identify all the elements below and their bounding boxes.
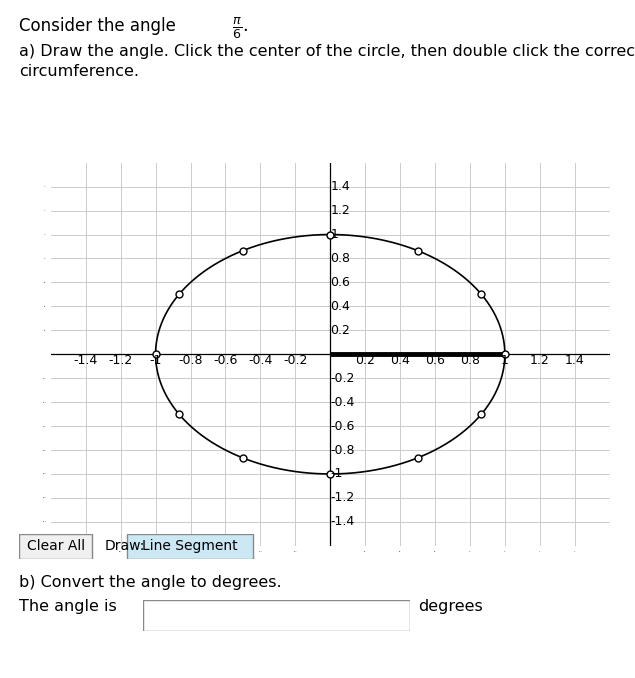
Text: 0.2: 0.2 — [355, 354, 375, 367]
Text: -0.6: -0.6 — [330, 420, 354, 433]
Text: 1: 1 — [501, 354, 509, 367]
Text: 0.2: 0.2 — [330, 324, 350, 337]
Text: -1.2: -1.2 — [330, 492, 354, 504]
Text: -0.8: -0.8 — [178, 354, 203, 367]
Text: Consider the angle: Consider the angle — [19, 17, 176, 35]
Text: -0.6: -0.6 — [213, 354, 237, 367]
Text: 0.8: 0.8 — [330, 252, 350, 265]
Text: 0.4: 0.4 — [330, 300, 350, 313]
Text: 1: 1 — [330, 228, 338, 241]
Text: -0.4: -0.4 — [330, 396, 354, 409]
Text: Clear All: Clear All — [27, 540, 85, 553]
Text: circumference.: circumference. — [19, 64, 139, 79]
Text: Draw:: Draw: — [105, 540, 145, 553]
Text: 0.4: 0.4 — [390, 354, 410, 367]
FancyBboxPatch shape — [19, 534, 93, 559]
Text: degrees: degrees — [418, 599, 483, 614]
Text: -1.2: -1.2 — [109, 354, 133, 367]
Text: -1.4: -1.4 — [74, 354, 98, 367]
Text: -0.2: -0.2 — [330, 372, 354, 384]
Text: Line Segment: Line Segment — [142, 540, 238, 553]
Text: a) Draw the angle. Click the center of the circle, then double click the correct: a) Draw the angle. Click the center of t… — [19, 44, 635, 59]
Text: 1.2: 1.2 — [530, 354, 550, 367]
Text: 1.2: 1.2 — [330, 204, 350, 217]
Text: 0.8: 0.8 — [460, 354, 480, 367]
Text: b) Convert the angle to degrees.: b) Convert the angle to degrees. — [19, 575, 282, 590]
Text: 0.6: 0.6 — [330, 276, 350, 289]
Text: -1.4: -1.4 — [330, 515, 354, 528]
Text: The angle is: The angle is — [19, 599, 117, 614]
Text: $\frac{\pi}{6}$.: $\frac{\pi}{6}$. — [232, 15, 248, 41]
Text: -1: -1 — [330, 467, 342, 481]
FancyBboxPatch shape — [143, 600, 410, 631]
Text: -0.8: -0.8 — [330, 443, 355, 456]
FancyBboxPatch shape — [127, 534, 253, 559]
Text: 0.6: 0.6 — [425, 354, 445, 367]
Text: -0.2: -0.2 — [283, 354, 307, 367]
Text: 1.4: 1.4 — [330, 180, 350, 193]
Text: -1: -1 — [149, 354, 162, 367]
Text: 1.4: 1.4 — [565, 354, 585, 367]
Text: -0.4: -0.4 — [248, 354, 272, 367]
